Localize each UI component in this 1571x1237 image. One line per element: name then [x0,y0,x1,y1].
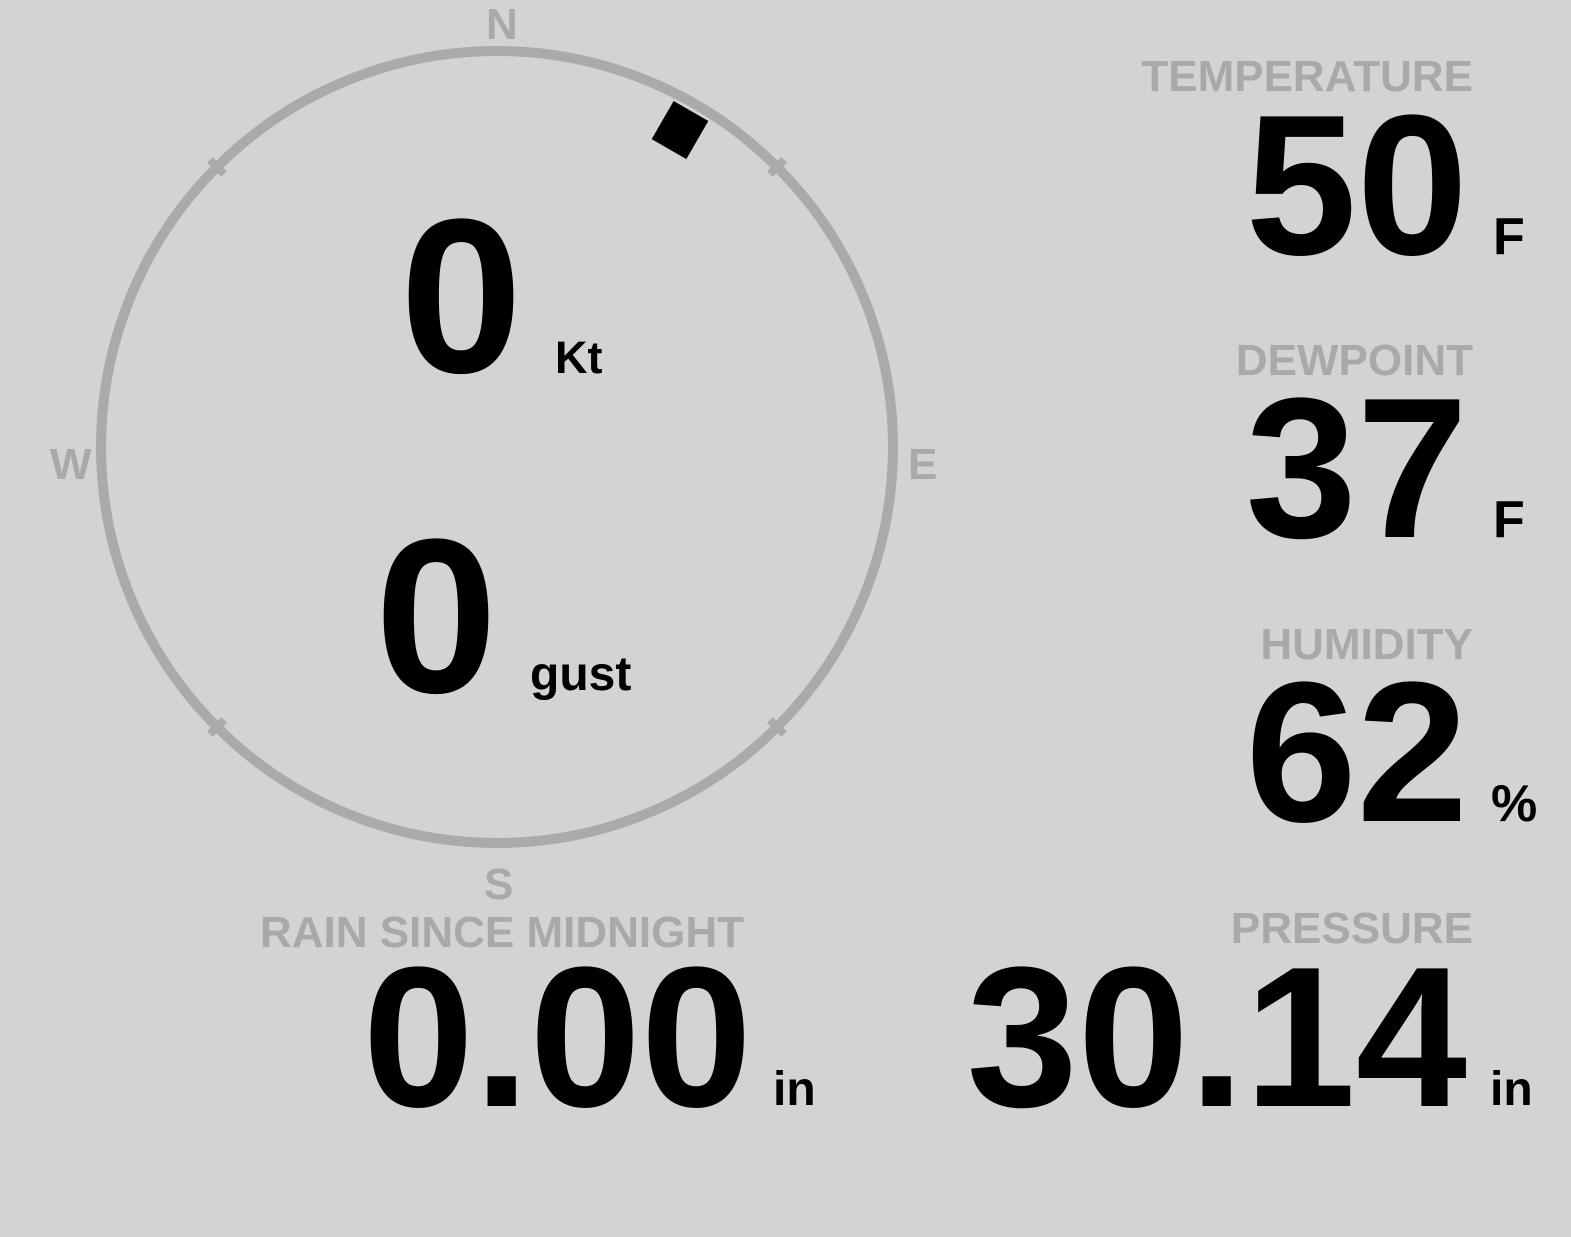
temperature-value: 50 [1245,74,1468,297]
rain-value: 0.00 [362,926,752,1149]
compass-east-label: E [908,440,938,489]
pressure-label: PRESSURE [1230,904,1473,953]
compass-west-label: W [50,440,92,489]
dewpoint-unit: F [1493,491,1525,549]
humidity-unit: % [1491,775,1538,833]
pressure-unit: in [1490,1063,1533,1116]
compass-south-label: S [484,860,514,909]
wind-gust-unit: gust [530,648,632,701]
temperature-unit: F [1493,208,1525,266]
wind-direction-marker [651,100,709,160]
dewpoint-value: 37 [1245,357,1468,580]
rain-unit: in [773,1063,816,1116]
wind-speed-unit: Kt [555,332,603,383]
compass-tick [207,157,227,177]
rain-label: RAIN SINCE MIDNIGHT [260,908,744,957]
humidity-label: HUMIDITY [1260,620,1473,669]
temperature-label: TEMPERATURE [1141,52,1473,101]
compass-tick [767,157,787,177]
compass-north-label: N [486,0,518,49]
compass-tick [767,717,787,737]
humidity-value: 62 [1245,641,1468,864]
compass-ring [96,46,898,848]
compass-tick [207,717,227,737]
dewpoint-label: DEWPOINT [1235,336,1473,385]
pressure-value: 30.14 [966,926,1468,1149]
wind-speed-value: 0 [400,173,523,419]
wind-gust-value: 0 [375,493,498,739]
